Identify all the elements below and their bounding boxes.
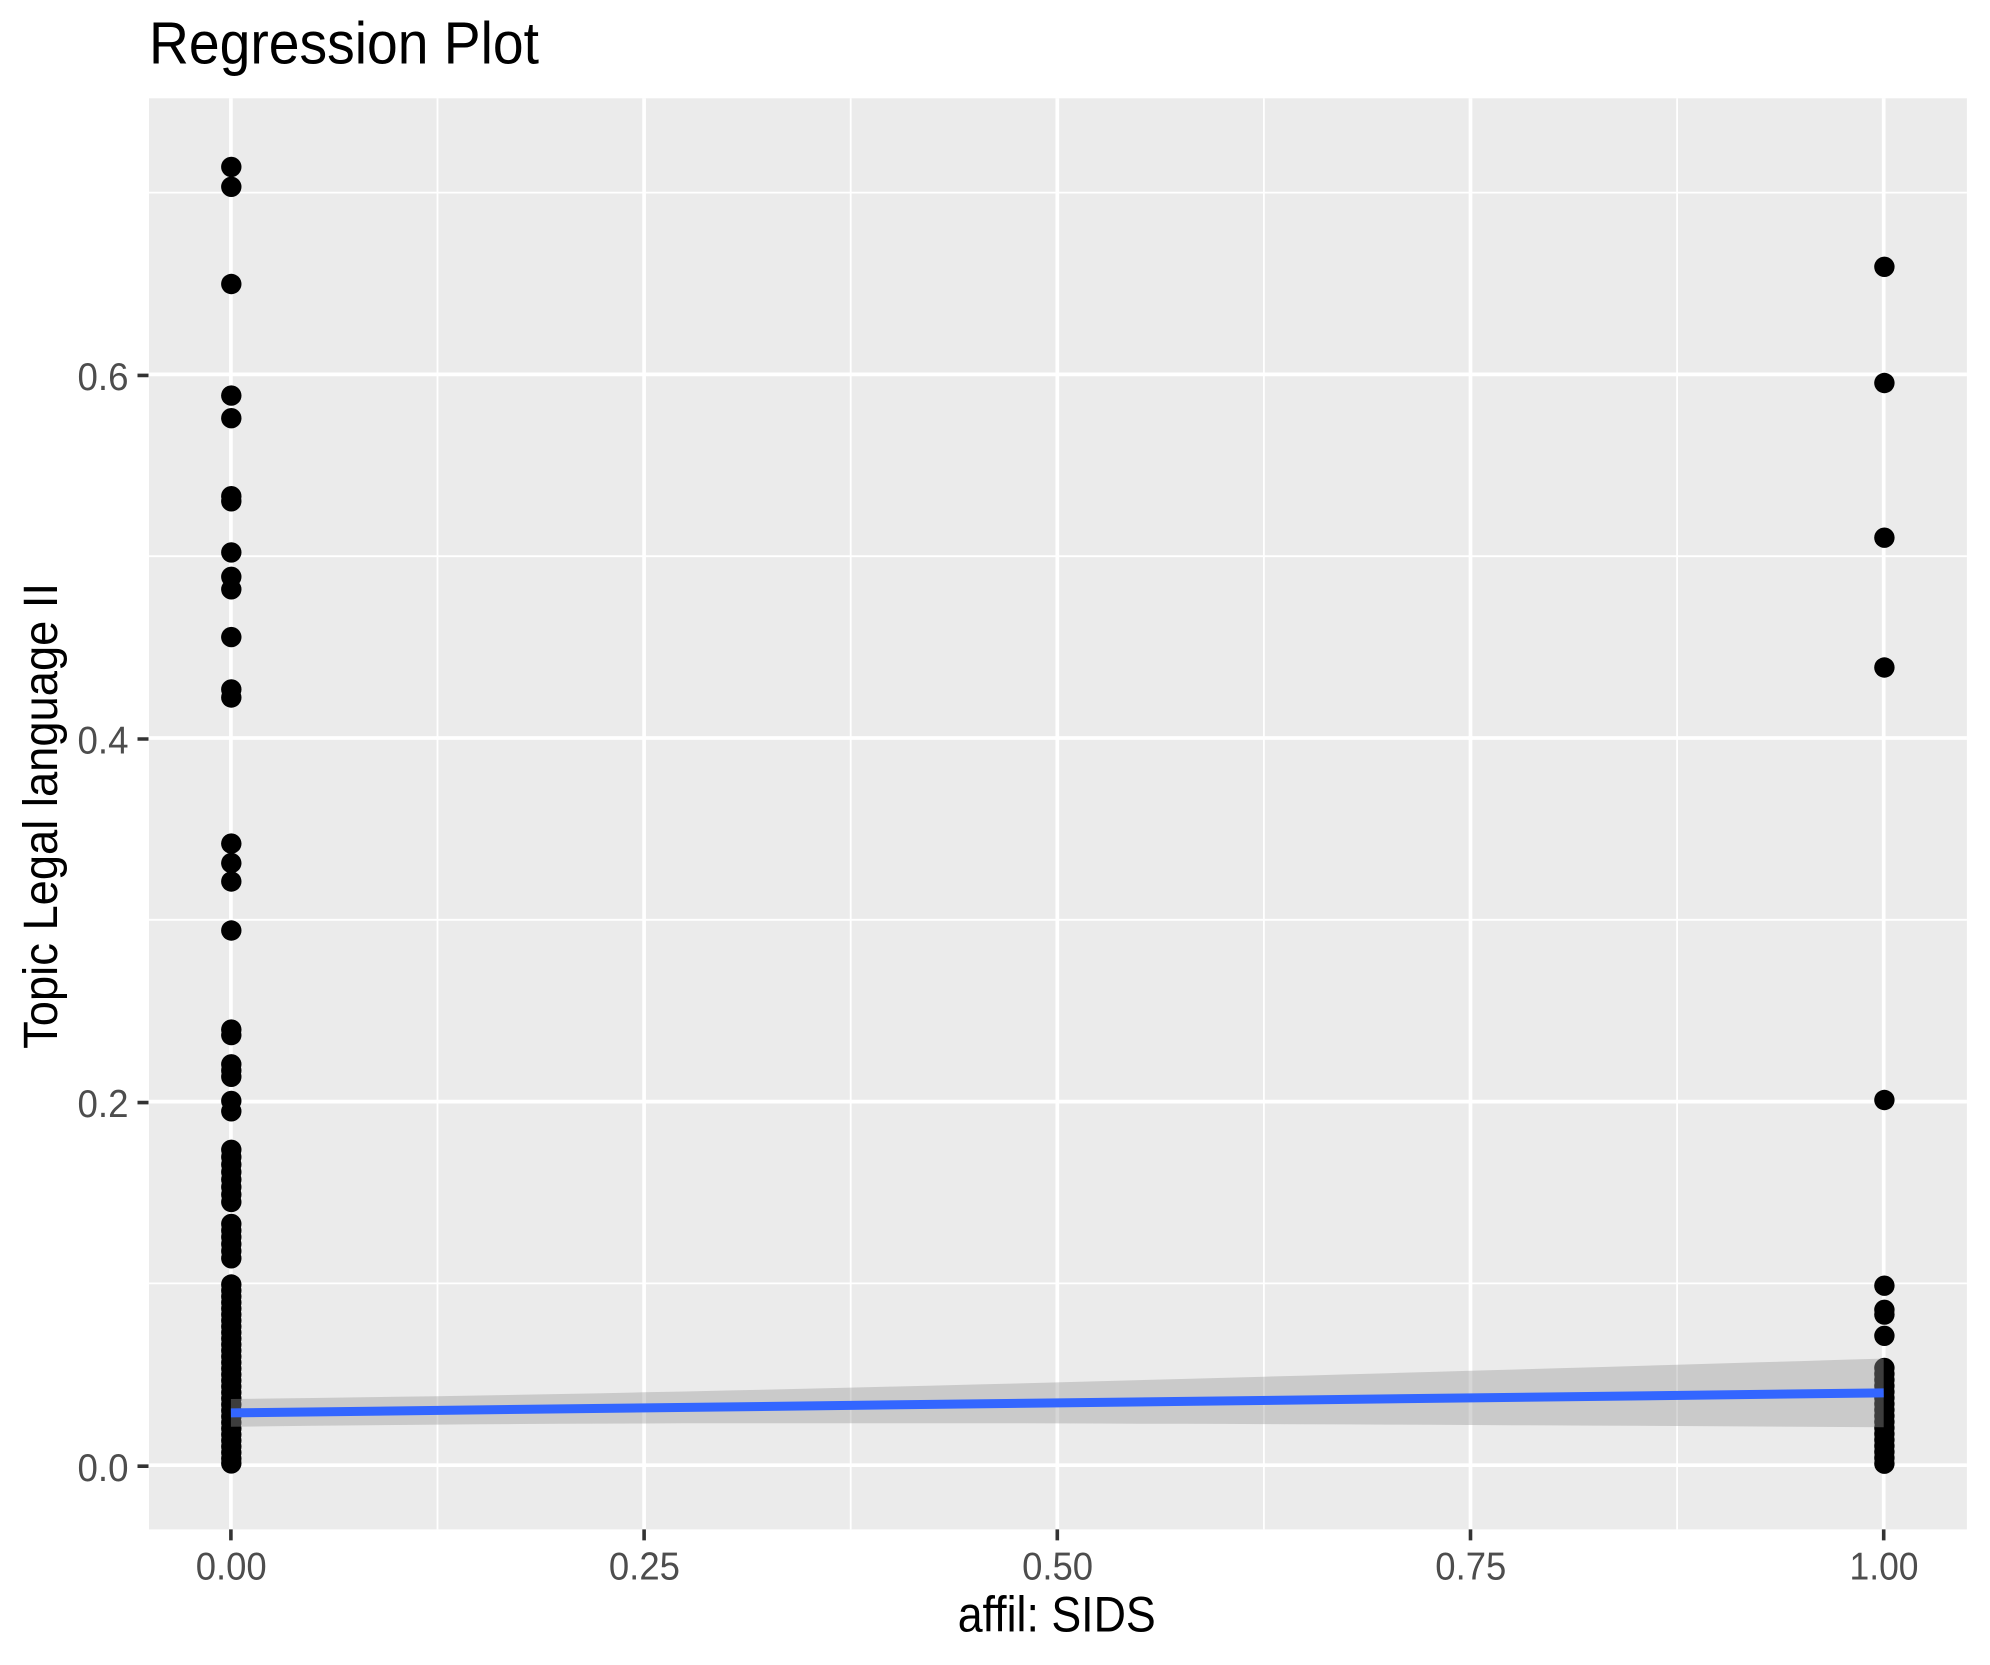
svg-text:1.00: 1.00 [1850,1545,1919,1588]
svg-text:Regression Plot: Regression Plot [149,10,539,76]
svg-text:0.75: 0.75 [1435,1545,1506,1588]
svg-text:0.0: 0.0 [78,1447,129,1490]
svg-text:0.4: 0.4 [78,720,129,763]
svg-text:affil: SIDS: affil: SIDS [958,1586,1156,1642]
svg-text:0.00: 0.00 [196,1545,267,1588]
svg-text:Topic Legal language II: Topic Legal language II [15,583,68,1049]
svg-text:0.25: 0.25 [609,1545,680,1588]
svg-text:0.6: 0.6 [78,356,129,399]
svg-text:0.50: 0.50 [1022,1545,1093,1588]
svg-text:0.2: 0.2 [78,1083,129,1126]
